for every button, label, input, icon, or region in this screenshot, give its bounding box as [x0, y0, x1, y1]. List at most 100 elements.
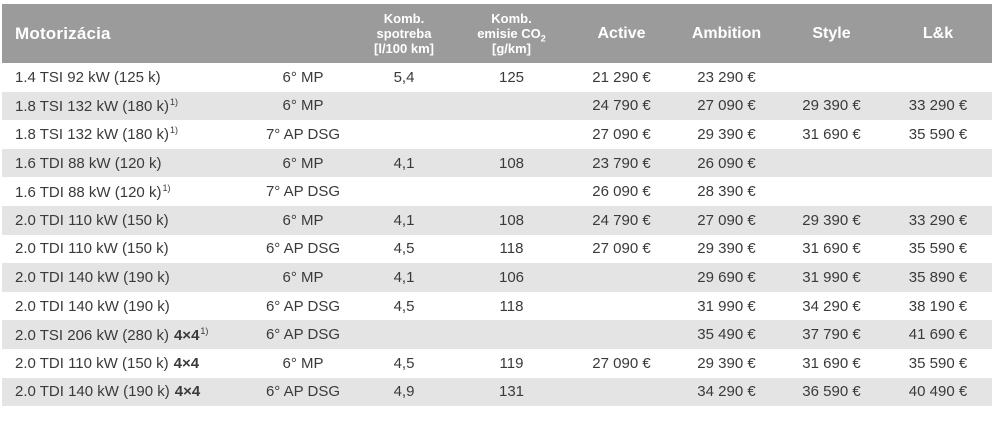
header-trim-lk: L&k [884, 4, 992, 63]
emissions-value-cell [454, 120, 569, 149]
transmission-cell: 6° MP [282, 154, 324, 172]
price-ambition-cell: 27 090 € [697, 97, 756, 115]
price-style-cell: 31 690 € [802, 240, 861, 258]
transmission-cell: 6° MP [282, 97, 324, 115]
table-row: 2.0 TDI 110 kW (150 k) 6° AP DSG 4,5 118… [2, 234, 992, 264]
engine-cell: 2.0 TSI 206 kW (280 k) 4×41) [2, 320, 252, 349]
emissions-value-cell: 125 [498, 68, 525, 86]
emissions-line2: emisie CO2 [477, 25, 546, 44]
engine-cell: 1.4 TSI 92 kW (125 k) [2, 63, 252, 92]
emissions-value-cell [454, 320, 569, 349]
price-active-cell: 24 790 € [592, 97, 651, 115]
consumption-value-cell: 4,1 [393, 211, 415, 229]
price-style-cell: 37 790 € [802, 326, 861, 344]
engine-label: 2.0 TDI 110 kW (150 k) [15, 211, 169, 229]
emissions-value-cell [454, 177, 569, 206]
table-row: 2.0 TDI 140 kW (190 k) 6° AP DSG 4,5 118… [2, 291, 992, 321]
engine-cell: 2.0 TDI 140 kW (190 k) [2, 292, 252, 321]
transmission-cell: 6° AP DSG [265, 383, 341, 401]
price-style-cell: 31 990 € [802, 268, 861, 286]
engine-cell: 2.0 TDI 140 kW (190 k) 4×4 [2, 378, 252, 407]
engine-label: 2.0 TDI 140 kW (190 k) [15, 383, 170, 401]
header-emissions: Komb. emisie CO2 [g/km] [454, 4, 569, 63]
price-active-cell: 27 090 € [592, 354, 651, 372]
consumption-value-cell: 4,5 [393, 354, 415, 372]
price-active-cell: 27 090 € [592, 125, 651, 143]
consumption-value-cell: 5,4 [393, 68, 415, 86]
table-row: 2.0 TDI 140 kW (190 k) 6° MP 4,1 106 29 … [2, 263, 992, 292]
emissions-value-cell: 131 [498, 383, 525, 401]
price-style-cell: 31 690 € [802, 354, 861, 372]
engine-cell: 2.0 TDI 110 kW (150 k) [2, 206, 252, 235]
table-body: 1.4 TSI 92 kW (125 k) 6° MP 5,4 125 21 2… [2, 63, 992, 407]
header-consumption: Komb. spotreba [l/100 km] [354, 4, 454, 63]
engine-label: 1.6 TDI 88 kW (120 k) [15, 183, 162, 201]
price-style-cell: 29 390 € [802, 97, 861, 115]
engine-cell: 2.0 TDI 140 kW (190 k) [2, 263, 252, 292]
transmission-cell: 6° MP [282, 354, 324, 372]
consumption-line3: [l/100 km] [374, 41, 434, 57]
table-row: 1.6 TDI 88 kW (120 k)1) 7° AP DSG 26 090… [2, 177, 992, 206]
header-engine: Motorizácia [2, 4, 252, 63]
price-lk-cell: 33 290 € [908, 97, 968, 115]
transmission-cell: 7° AP DSG [265, 125, 341, 143]
table-row: 1.4 TSI 92 kW (125 k) 6° MP 5,4 125 21 2… [2, 63, 992, 92]
price-style-cell [779, 149, 884, 178]
price-active-cell [569, 263, 674, 292]
consumption-value-cell: 4,5 [393, 297, 415, 315]
table-header: Motorizácia Komb. spotreba [l/100 km] Ko… [2, 4, 992, 63]
price-ambition-cell: 23 290 € [697, 68, 756, 86]
footnote-marker: 1) [200, 325, 209, 336]
footnote-marker: 1) [169, 125, 178, 136]
transmission-cell: 6° MP [282, 211, 324, 229]
awd-4x4-label: 4×4 [174, 383, 201, 401]
table-row: 2.0 TDI 110 kW (150 k) 6° MP 4,1 108 24 … [2, 205, 992, 235]
price-lk-cell: 41 690 € [908, 326, 968, 344]
emissions-line1: Komb. [491, 10, 532, 26]
header-trim-ambition: Ambition [674, 4, 779, 63]
table-row: 1.8 TSI 132 kW (180 k)1) 6° MP 24 790 € … [2, 91, 992, 121]
engine-label: 1.8 TSI 132 kW (180 k) [15, 97, 169, 115]
price-ambition-cell: 34 290 € [697, 383, 756, 401]
engine-cell: 2.0 TDI 110 kW (150 k) 4×4 [2, 349, 252, 378]
transmission-cell: 7° AP DSG [265, 183, 341, 201]
price-table: Motorizácia Komb. spotreba [l/100 km] Ko… [2, 4, 992, 407]
engine-label: 1.4 TSI 92 kW (125 k) [15, 68, 161, 86]
header-trim-active: Active [569, 4, 674, 63]
table-row: 2.0 TDI 140 kW (190 k) 4×4 6° AP DSG 4,9 … [2, 377, 992, 407]
consumption-value-cell: 4,9 [393, 383, 415, 401]
consumption-value-cell [354, 120, 454, 149]
price-lk-cell: 35 590 € [908, 125, 968, 143]
consumption-line2: spotreba [376, 25, 432, 41]
engine-label: 2.0 TDI 110 kW (150 k) [15, 354, 169, 372]
awd-4x4-label: 4×4 [173, 354, 200, 372]
footnote-marker: 1) [169, 96, 178, 107]
header-transmission [252, 4, 354, 63]
price-ambition-cell: 31 990 € [697, 297, 756, 315]
consumption-value-cell: 4,1 [393, 268, 415, 286]
price-style-cell: 36 590 € [802, 383, 861, 401]
price-style-cell: 31 690 € [802, 125, 861, 143]
price-lk-cell [884, 63, 992, 92]
table-header-row: Motorizácia Komb. spotreba [l/100 km] Ko… [2, 4, 992, 63]
price-lk-cell: 33 290 € [908, 211, 968, 229]
engine-label: 2.0 TDI 140 kW (190 k) [15, 268, 170, 286]
engine-label: 1.8 TSI 132 kW (180 k) [15, 126, 169, 144]
header-trim-style: Style [779, 4, 884, 63]
engine-label: 2.0 TDI 140 kW (190 k) [15, 297, 170, 315]
price-ambition-cell: 29 390 € [697, 354, 756, 372]
price-active-cell: 23 790 € [592, 154, 651, 172]
transmission-cell: 6° MP [282, 68, 324, 86]
engine-cell: 2.0 TDI 110 kW (150 k) [2, 235, 252, 264]
price-ambition-cell: 35 490 € [697, 326, 756, 344]
price-lk-cell: 40 490 € [908, 383, 968, 401]
engine-cell: 1.8 TSI 132 kW (180 k)1) [2, 120, 252, 149]
engine-cell: 1.6 TDI 88 kW (120 k)1) [2, 177, 252, 206]
price-active-cell [569, 320, 674, 349]
emissions-value-cell: 118 [499, 297, 524, 315]
price-ambition-cell: 29 390 € [697, 240, 756, 258]
emissions-value-cell: 108 [498, 154, 525, 172]
table-row: 1.6 TDI 88 kW (120 k) 6° MP 4,1 108 23 7… [2, 148, 992, 178]
consumption-line1: Komb. [383, 10, 425, 26]
transmission-cell: 6° MP [282, 268, 324, 286]
